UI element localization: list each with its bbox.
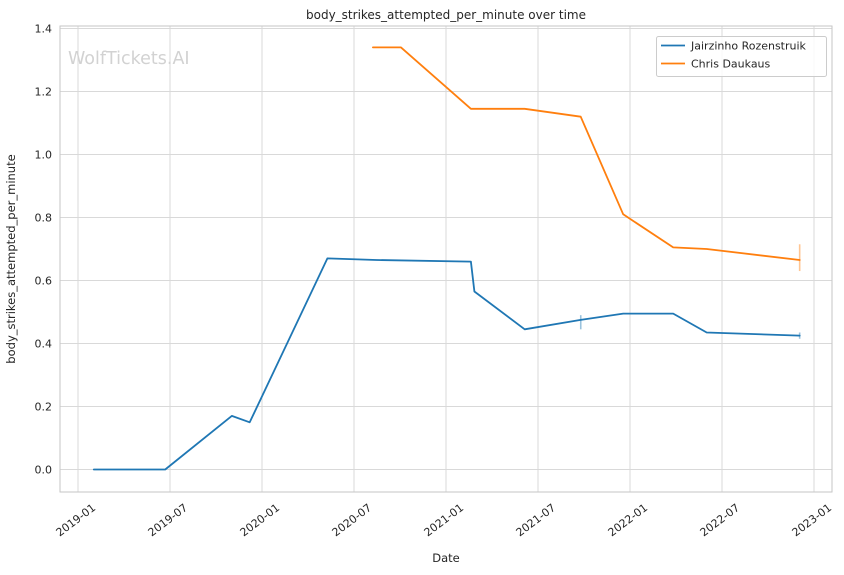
y-tick-label: 0.8 bbox=[35, 212, 53, 225]
y-tick-label: 0.6 bbox=[35, 275, 53, 288]
y-tick-label: 1.4 bbox=[35, 23, 53, 36]
series-line-jairzinho-rozenstruik bbox=[92, 257, 801, 471]
legend-label-chris-daukaus: Chris Daukaus bbox=[691, 58, 771, 71]
x-tick-label: 2020-01 bbox=[238, 501, 283, 539]
y-tick-label: 0.0 bbox=[35, 464, 53, 477]
y-tick-labels: 0.0 0.2 0.4 0.6 0.8 1.0 1.2 1.4 bbox=[35, 23, 53, 477]
series-lines bbox=[92, 46, 801, 471]
x-tick-label: 2022-01 bbox=[606, 501, 651, 539]
watermark: WolfTickets.AI bbox=[68, 49, 190, 69]
y-axis-label: body_strikes_attempted_per_minute bbox=[4, 154, 18, 363]
x-axis-label: Date bbox=[432, 551, 460, 565]
x-tick-label: 2023-01 bbox=[790, 501, 835, 539]
y-tick-label: 1.2 bbox=[35, 86, 53, 99]
legend: Jairzinho Rozenstruik Chris Daukaus bbox=[656, 36, 827, 77]
legend-box bbox=[656, 36, 827, 77]
x-tick-label: 2021-01 bbox=[422, 501, 467, 539]
error-bars bbox=[579, 244, 801, 339]
x-tick-labels: 2019-01 2019-07 2020-01 2020-07 2021-01 2021-… bbox=[54, 501, 835, 539]
series-line-chris-daukaus bbox=[372, 46, 801, 261]
x-tick-label: 2022-07 bbox=[698, 501, 743, 539]
chart-title: body_strikes_attempted_per_minute over t… bbox=[306, 8, 586, 22]
legend-label-jairzinho-rozenstruik: Jairzinho Rozenstruik bbox=[690, 40, 807, 53]
plot-border bbox=[59, 25, 833, 493]
y-tick-label: 1.0 bbox=[35, 149, 53, 162]
gridlines bbox=[60, 26, 832, 492]
y-tick-label: 0.4 bbox=[35, 338, 53, 351]
x-tick-label: 2021-07 bbox=[514, 501, 559, 539]
x-tick-label: 2020-07 bbox=[330, 501, 375, 539]
y-tick-label: 0.2 bbox=[35, 401, 53, 414]
x-tick-label: 2019-01 bbox=[54, 501, 99, 539]
x-tick-label: 2019-07 bbox=[146, 501, 191, 539]
